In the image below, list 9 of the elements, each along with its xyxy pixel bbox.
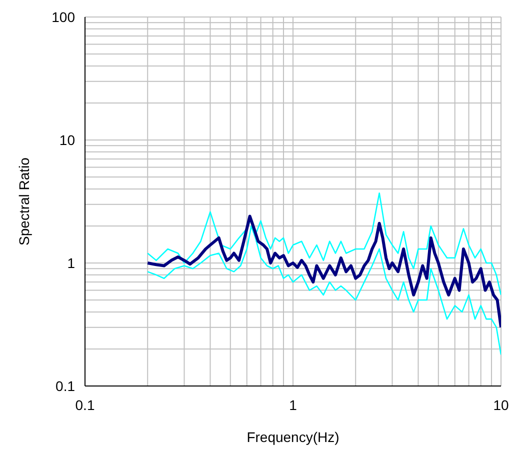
- x-tick-label: 0.1: [75, 396, 95, 413]
- y-axis-title: Spectral Ratio: [16, 157, 32, 246]
- x-tick-label: 1: [289, 396, 298, 413]
- x-axis-title: Frequency(Hz): [246, 428, 340, 445]
- y-tick-label: 1: [67, 254, 76, 271]
- x-tick-label: 10: [493, 396, 509, 413]
- y-tick-label: 10: [59, 132, 76, 148]
- y-tick-label: 100: [52, 8, 76, 25]
- y-tick-label: 0.1: [56, 378, 76, 394]
